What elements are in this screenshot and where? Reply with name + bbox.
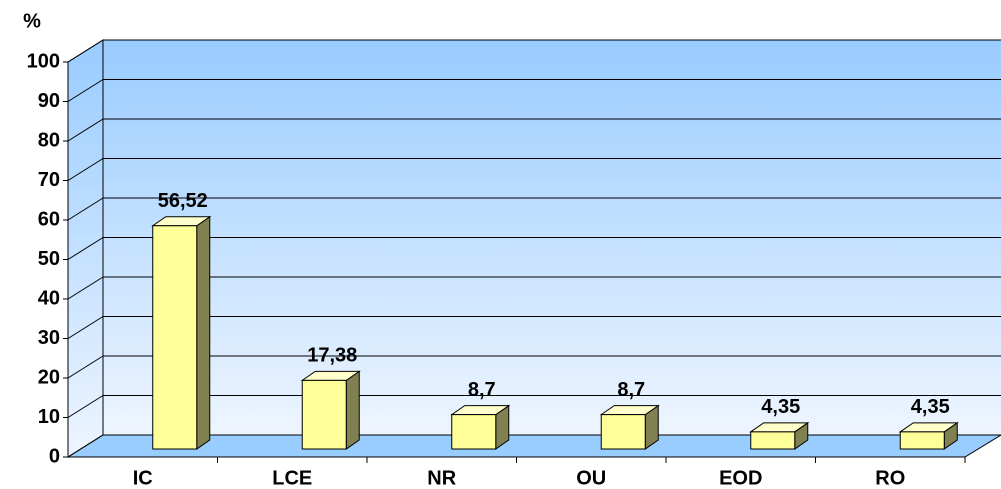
bar	[898, 421, 959, 450]
x-tick-label: NR	[427, 467, 456, 489]
bar-side	[196, 215, 211, 450]
value-label: 4,35	[911, 396, 950, 418]
x-tick-label: OU	[576, 467, 606, 489]
y-tick-label: 20	[38, 366, 60, 388]
y-tick-label: 70	[38, 169, 60, 191]
x-tick-label: IC	[133, 467, 153, 489]
grid-line	[67, 158, 104, 181]
value-label: 4,35	[761, 396, 800, 418]
grid-line	[67, 118, 104, 142]
grid-line	[67, 79, 104, 102]
grid-line	[67, 237, 104, 260]
x-tick-label: LCE	[272, 467, 312, 489]
bar	[151, 215, 212, 450]
y-tick-label: 100	[27, 50, 60, 72]
bar-front	[451, 414, 497, 450]
bar-front	[600, 414, 646, 450]
bar-front	[899, 431, 945, 450]
y-tick-label: 30	[38, 327, 60, 349]
grid-line	[67, 276, 104, 300]
y-axis-label: %	[23, 10, 41, 32]
y-tick-label: 80	[38, 129, 60, 151]
grid-line	[67, 197, 104, 221]
bar	[599, 404, 660, 450]
y-tick-label: 60	[38, 208, 60, 230]
value-label: 8,7	[617, 379, 645, 401]
y-tick-label: 50	[38, 248, 60, 270]
bar	[300, 370, 361, 450]
bar	[450, 404, 511, 450]
bar-front	[152, 225, 198, 450]
grid-line	[67, 355, 104, 379]
y-tick-label: 0	[49, 445, 60, 467]
value-label: 17,38	[307, 345, 357, 367]
grid-line	[67, 39, 104, 63]
y-tick-label: 90	[38, 90, 60, 112]
x-tick-label: EOD	[719, 467, 762, 489]
y-tick-label: 10	[38, 406, 60, 428]
value-label: 56,52	[158, 190, 208, 212]
bar-front	[301, 379, 347, 450]
grid-line	[67, 316, 104, 339]
grid-line	[67, 434, 104, 458]
bar-front	[750, 431, 796, 450]
value-label: 8,7	[468, 379, 496, 401]
bar	[749, 421, 810, 450]
y-tick-label: 40	[38, 287, 60, 309]
x-tick-label: RO	[875, 467, 905, 489]
bar-side	[345, 370, 360, 450]
grid-line	[67, 395, 104, 418]
